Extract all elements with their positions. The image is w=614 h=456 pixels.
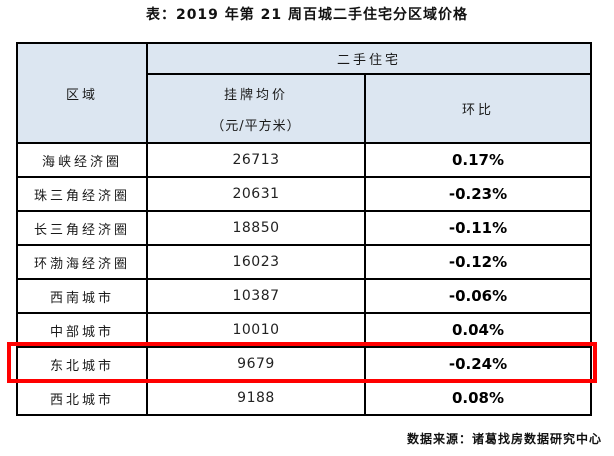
region-cell: 环渤海经济圈 (16, 244, 148, 280)
mom-cell: 0.04% (364, 312, 592, 348)
table-row: 环渤海经济圈 16023 -0.12% (16, 244, 592, 280)
data-source-note: 数据来源：诸葛找房数据研究中心 (406, 432, 602, 446)
table-row: 西南城市 10387 -0.06% (16, 278, 592, 314)
region-cell: 珠三角经济圈 (16, 176, 148, 212)
mom-cell: -0.12% (364, 244, 592, 280)
mom-cell: 0.08% (364, 380, 592, 416)
mom-cell: -0.06% (364, 278, 592, 314)
price-table: 区域 二手住宅 挂牌均价 （元/平方米） 环比 海峡经济圈 26713 0.17… (16, 42, 592, 416)
header-row-sub: 挂牌均价 （元/平方米） 环比 (17, 73, 592, 144)
header-group-secondhand: 二手住宅 (146, 42, 592, 75)
region-cell: 西南城市 (16, 278, 148, 314)
region-cell: 海峡经济圈 (16, 142, 148, 178)
mom-cell: 0.17% (364, 142, 592, 178)
mom-cell: -0.11% (364, 210, 592, 246)
price-cell: 26713 (146, 142, 366, 178)
mom-cell: -0.23% (364, 176, 592, 212)
header-mom: 环比 (364, 73, 592, 144)
price-cell: 10387 (146, 278, 366, 314)
table-row: 西北城市 9188 0.08% (16, 380, 592, 416)
region-cell: 西北城市 (16, 380, 148, 416)
table-row: 珠三角经济圈 20631 -0.23% (16, 176, 592, 212)
header-listed-price-line2: （元/平方米） (211, 118, 301, 134)
region-cell: 中部城市 (16, 312, 148, 348)
price-cell: 9679 (146, 346, 366, 382)
table-title: 表：2019 年第 21 周百城二手住宅分区域价格 (145, 7, 469, 23)
price-cell: 18850 (146, 210, 366, 246)
price-cell: 16023 (146, 244, 366, 280)
table-row: 中部城市 10010 0.04% (16, 312, 592, 348)
price-cell: 9188 (146, 380, 366, 416)
table-row-highlighted: 东北城市 9679 -0.24% (16, 346, 592, 382)
region-cell: 东北城市 (16, 346, 148, 382)
price-cell: 10010 (146, 312, 366, 348)
header-listed-price-line1: 挂牌均价 (223, 87, 288, 103)
table-row: 长三角经济圈 18850 -0.11% (16, 210, 592, 246)
mom-cell: -0.24% (364, 346, 592, 382)
price-cell: 20631 (146, 176, 366, 212)
header-region: 区域 (16, 42, 148, 144)
header-row-group: 区域 二手住宅 (16, 42, 592, 144)
region-cell: 长三角经济圈 (16, 210, 148, 246)
header-listed-price: 挂牌均价 （元/平方米） (146, 73, 366, 144)
table-row: 海峡经济圈 26713 0.17% (16, 142, 592, 178)
